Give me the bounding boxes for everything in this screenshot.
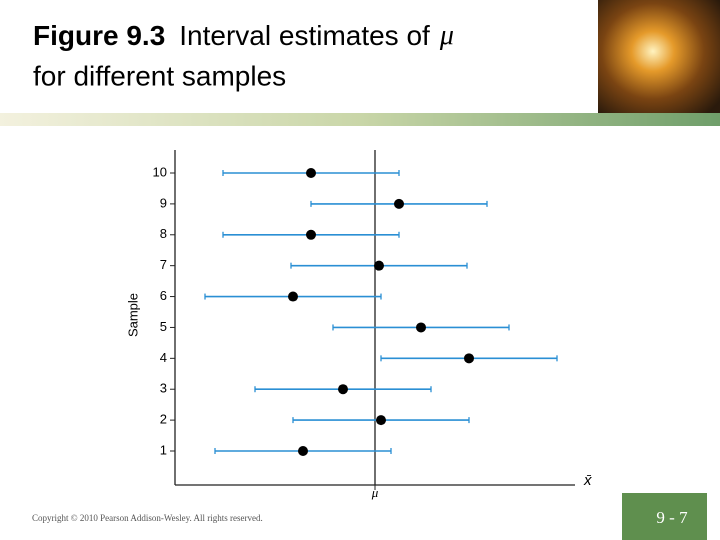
y-tick-label: 5 [160, 319, 167, 334]
title: Figure 9.3 Interval estimates of μ [33, 20, 454, 51]
y-tick-label: 9 [160, 195, 167, 210]
y-tick-label: 7 [160, 257, 167, 272]
y-tick-label: 6 [160, 288, 167, 303]
y-axis-label: Sample [125, 293, 140, 337]
y-tick-label: 3 [160, 381, 167, 396]
x-tick-label: μ [371, 485, 379, 500]
x-axis-label: x̄ [583, 472, 592, 489]
y-tick-label: 1 [160, 442, 167, 457]
page-number-box [622, 493, 707, 540]
point [306, 229, 316, 240]
y-tick-label: 2 [160, 412, 167, 427]
point [464, 353, 474, 364]
title-line2: for different samples [33, 60, 286, 91]
point [394, 198, 404, 209]
point [338, 384, 348, 395]
copyright: Copyright © 2010 Pearson Addison-Wesley.… [32, 513, 263, 523]
title-band [0, 113, 720, 126]
y-tick-label: 8 [160, 226, 167, 241]
title-text: Interval estimates of [179, 20, 430, 51]
point [298, 446, 308, 456]
title-bold: Figure 9.3 [33, 20, 165, 51]
point [374, 260, 384, 271]
page-number: 9 - 7 [656, 508, 688, 527]
title-symbol: μ [439, 20, 454, 51]
point [288, 291, 298, 302]
point [416, 322, 426, 333]
y-tick-label: 4 [160, 350, 167, 365]
y-tick-label: 10 [153, 164, 167, 179]
decor-image [598, 0, 720, 114]
point [376, 415, 386, 426]
point [306, 168, 316, 178]
